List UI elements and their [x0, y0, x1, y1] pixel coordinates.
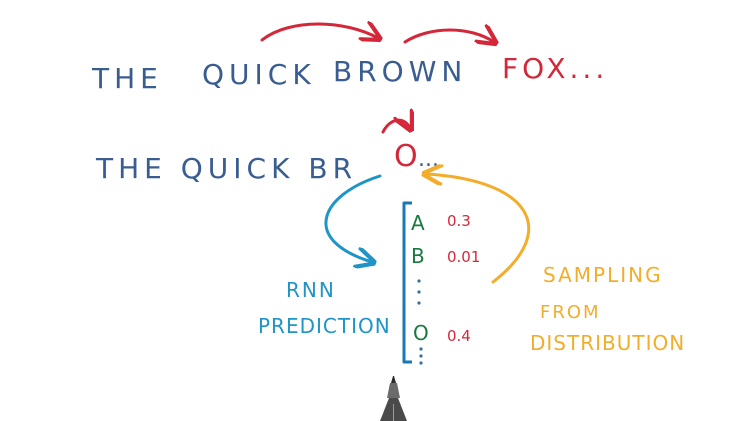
partial-sentence: THE QUICK BR [95, 152, 357, 185]
word-fox-target: FOX... [502, 52, 608, 85]
rnn-label: RNN [286, 278, 336, 302]
red-arrow-brown-to-fox [403, 30, 494, 42]
word-quick-1: QUICK [202, 58, 316, 91]
dist-letter-b: B [411, 244, 425, 268]
word-brown-1: BROWN [333, 55, 467, 88]
distribution-list: A 0.3 B 0.01 O 0.4 [411, 211, 480, 365]
dist-prob-b: 0.01 [447, 248, 480, 266]
word-the-1: THE [91, 62, 163, 95]
ellipsis-dots-lower [419, 347, 423, 365]
red-arrow-small [381, 120, 410, 132]
sampling-label-group: SAMPLING FROM DISTRIBUTION [530, 263, 685, 355]
dist-letter-o: O [413, 321, 429, 345]
line2-ellipsis: ... [418, 147, 439, 172]
sentence-line-1: THE QUICK BROWN FOX... [91, 52, 608, 95]
dist-prob-a: 0.3 [447, 212, 471, 230]
rnn-prediction-arrow [324, 174, 382, 262]
pen-tip-icon [380, 376, 407, 421]
distribution-label: DISTRIBUTION [530, 331, 685, 355]
dist-prob-o: 0.4 [447, 327, 471, 345]
rnn-prediction-label: RNN PREDICTION [258, 278, 391, 338]
red-arrow-quick-to-brown [260, 24, 378, 40]
prediction-label: PREDICTION [258, 314, 391, 338]
sampling-arrow [426, 174, 531, 284]
ellipsis-dots-upper [417, 279, 421, 305]
sampling-label: SAMPLING [543, 263, 663, 287]
from-label: FROM [540, 302, 601, 323]
predicted-letter: O [394, 139, 418, 174]
dist-letter-a: A [411, 211, 425, 235]
distribution-bracket [402, 201, 412, 364]
sentence-line-2: THE QUICK BR O ... [95, 139, 439, 185]
